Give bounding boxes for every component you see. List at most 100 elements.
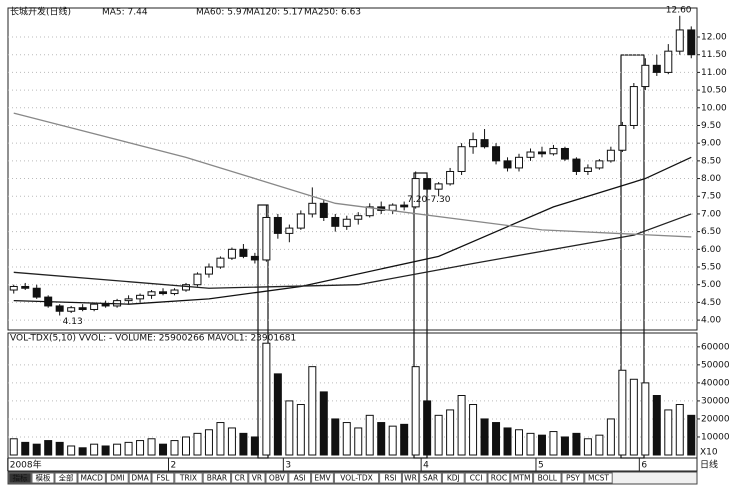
tab-label[interactable]: KDJ: [447, 474, 460, 483]
tab[interactable]: [584, 472, 613, 484]
tab-label[interactable]: VOL-TDX: [340, 474, 372, 483]
candle-body: [78, 307, 87, 310]
volume-bar: [400, 423, 409, 456]
tab[interactable]: [441, 472, 465, 484]
tab-label[interactable]: 模板: [36, 473, 51, 483]
x-tick-label: 3: [285, 461, 291, 471]
tab-label[interactable]: CR: [234, 474, 244, 483]
candle-body: [537, 151, 546, 155]
y-tick-label: 9.50: [701, 121, 721, 131]
tab[interactable]: [151, 472, 175, 484]
tab[interactable]: [379, 472, 402, 484]
candle-body: [549, 147, 558, 155]
tab[interactable]: [265, 472, 289, 484]
volume-bar: [342, 422, 351, 456]
tab[interactable]: [333, 472, 380, 484]
tab-label[interactable]: OBV: [269, 474, 286, 483]
y-tick-label: 50000: [701, 360, 730, 370]
ma-line: [13, 213, 692, 289]
tab[interactable]: [510, 472, 534, 484]
volume-bar: [388, 425, 397, 456]
volume-bar: [526, 432, 535, 456]
volume-bar: [147, 438, 156, 456]
tab[interactable]: [561, 472, 585, 484]
tab-label[interactable]: RSI: [384, 474, 396, 483]
volume-bar: [434, 414, 443, 456]
tab-label[interactable]: 指标: [13, 473, 28, 483]
volume-bar: [595, 434, 604, 456]
tab-label[interactable]: BRAR: [207, 474, 227, 483]
tab-label[interactable]: MCST: [588, 474, 609, 483]
candle-body: [32, 287, 41, 298]
volume-bar: [583, 438, 592, 456]
candle-body: [181, 284, 190, 291]
tab-label[interactable]: DMA: [131, 474, 149, 483]
stock-title: 长城开发(日线): [10, 6, 71, 18]
tab[interactable]: [174, 472, 203, 484]
candle-body: [9, 285, 18, 291]
tab[interactable]: [54, 472, 78, 484]
tab[interactable]: [202, 472, 232, 484]
tab-label[interactable]: VR: [252, 474, 262, 483]
tab-label[interactable]: TRIX: [179, 474, 197, 483]
tab[interactable]: [311, 472, 334, 484]
period-label: 日线: [700, 459, 718, 471]
tab[interactable]: [464, 472, 488, 484]
tab-label[interactable]: MACD: [80, 474, 103, 483]
tab-label[interactable]: EMV: [314, 474, 331, 483]
volume-bar: [308, 366, 317, 456]
volume-bar: [227, 427, 236, 456]
tab[interactable]: [31, 472, 55, 484]
tab-label[interactable]: BOLL: [538, 474, 558, 483]
candle-body: [629, 86, 638, 126]
tab[interactable]: [248, 472, 266, 484]
tab[interactable]: [8, 472, 32, 484]
candle-body: [342, 218, 351, 227]
volume-bar: [32, 443, 41, 456]
tab-label[interactable]: 全部: [59, 473, 74, 483]
tab[interactable]: [401, 472, 420, 484]
tab-label[interactable]: MTM: [513, 474, 531, 483]
tab-label[interactable]: FSL: [156, 474, 170, 483]
tab[interactable]: [419, 472, 442, 484]
candle-body: [515, 156, 524, 169]
y-tick-label: 5.50: [701, 263, 721, 273]
candle-body: [572, 158, 581, 172]
y-tick-label: 6.00: [701, 245, 721, 255]
y-tick-label: 11.50: [701, 50, 727, 60]
volume-bar: [365, 414, 374, 456]
volume-bar: [537, 434, 546, 456]
tab[interactable]: [533, 472, 562, 484]
ma-label: MA60: 5.97: [196, 8, 247, 18]
tab[interactable]: [231, 472, 249, 484]
tab[interactable]: [105, 472, 129, 484]
volume-bar: [67, 445, 76, 456]
candle-body: [469, 139, 478, 148]
tab-label[interactable]: DMI: [110, 474, 124, 483]
candle-body: [124, 298, 133, 302]
tab-label[interactable]: ROC: [491, 474, 507, 483]
volume-bar: [515, 429, 524, 456]
tab-label[interactable]: ASI: [294, 474, 306, 483]
candle-body: [193, 273, 202, 286]
candle-body: [90, 303, 99, 310]
candle-body: [250, 255, 259, 261]
tab[interactable]: [487, 472, 511, 484]
candle-body: [159, 291, 168, 295]
volume-bar: [193, 432, 202, 456]
candle-body: [296, 213, 305, 229]
tab[interactable]: [288, 472, 312, 484]
candle-body: [239, 248, 248, 257]
volume-bar: [560, 436, 569, 456]
tab-label[interactable]: CCI: [470, 474, 483, 483]
volume-bar: [55, 441, 64, 456]
candle-body: [583, 167, 592, 172]
tab[interactable]: [128, 472, 152, 484]
candle-body: [480, 139, 489, 148]
tab-label[interactable]: WR: [404, 474, 417, 483]
candle-body: [652, 64, 661, 73]
tab[interactable]: [77, 472, 106, 484]
tab-label[interactable]: SAR: [423, 474, 438, 483]
volume-bar: [21, 441, 30, 456]
tab-label[interactable]: PSY: [566, 474, 580, 483]
